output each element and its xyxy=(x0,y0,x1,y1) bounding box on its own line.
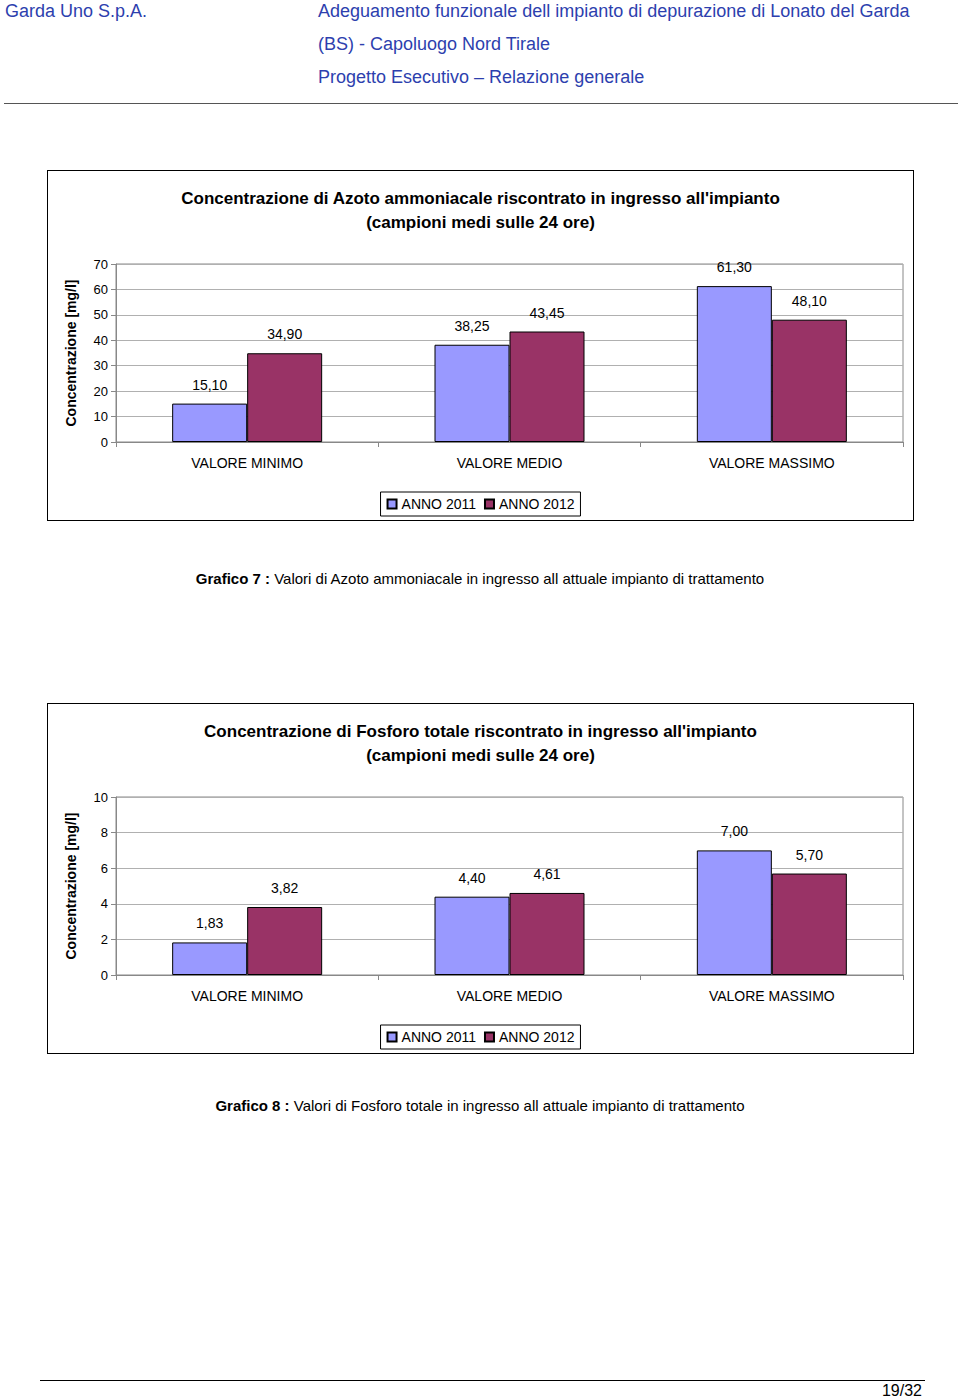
html-text:Adeguamento funzionale dell im: Adeguamento funzionale dell impianto di … xyxy=(318,1,910,21)
svg-text:ANNO 2012: ANNO 2012 xyxy=(499,1029,575,1045)
svg-text:50: 50 xyxy=(94,307,108,322)
svg-text:3,82: 3,82 xyxy=(271,880,298,896)
html-text:(BS) - Capoluogo Nord Tirale: (BS) - Capoluogo Nord Tirale xyxy=(318,34,551,54)
html-text:Progetto Esecutivo – Relazione: Progetto Esecutivo – Relazione generale xyxy=(318,67,645,87)
svg-text:Concentrazione [mg/l]: Concentrazione [mg/l] xyxy=(63,279,79,426)
svg-text:8: 8 xyxy=(101,825,108,840)
svg-text:VALORE MEDIO: VALORE MEDIO xyxy=(457,455,563,471)
svg-text:Concentrazione di Fosforo tota: Concentrazione di Fosforo totale riscont… xyxy=(204,722,757,741)
svg-text:48,10: 48,10 xyxy=(792,293,827,309)
svg-text:40: 40 xyxy=(94,333,108,348)
svg-text:5,70: 5,70 xyxy=(796,847,823,863)
svg-text:10: 10 xyxy=(94,790,108,805)
svg-text:VALORE MINIMO: VALORE MINIMO xyxy=(191,988,303,1004)
svg-text:61,30: 61,30 xyxy=(717,259,752,275)
svg-text:6: 6 xyxy=(101,861,108,876)
svg-text:4,40: 4,40 xyxy=(458,870,485,886)
svg-text:43,45: 43,45 xyxy=(529,305,564,321)
svg-text:0: 0 xyxy=(101,435,108,450)
svg-text:Concentrazione [mg/l]: Concentrazione [mg/l] xyxy=(63,812,79,959)
html-text:Grafico 7 : Valori di Azoto am: Grafico 7 : Valori di Azoto ammoniacale … xyxy=(195,570,765,587)
html-text:Grafico 8 : Valori di Fosforo: Grafico 8 : Valori di Fosforo totale in … xyxy=(215,1097,745,1114)
svg-text:70: 70 xyxy=(94,257,108,272)
svg-text:60: 60 xyxy=(94,282,108,297)
svg-text:Concentrazione di Azoto ammoni: Concentrazione di Azoto ammoniacale risc… xyxy=(181,189,780,208)
svg-text:0: 0 xyxy=(101,968,108,983)
svg-text:30: 30 xyxy=(94,358,108,373)
svg-text:4,61: 4,61 xyxy=(533,866,560,882)
html-text:Garda Uno S.p.A.: Garda Uno S.p.A. xyxy=(5,1,148,21)
svg-text:34,90: 34,90 xyxy=(267,326,302,342)
svg-text:VALORE MEDIO: VALORE MEDIO xyxy=(457,988,563,1004)
svg-text:7,00: 7,00 xyxy=(721,823,748,839)
svg-text:VALORE MASSIMO: VALORE MASSIMO xyxy=(709,455,835,471)
svg-text:4: 4 xyxy=(101,896,108,911)
html-text:19/32: 19/32 xyxy=(882,1382,922,1399)
svg-text:10: 10 xyxy=(94,409,108,424)
svg-text:(campioni medi sulle 24 ore): (campioni medi sulle 24 ore) xyxy=(366,746,595,765)
svg-text:ANNO 2011: ANNO 2011 xyxy=(402,496,477,512)
svg-text:ANNO 2011: ANNO 2011 xyxy=(402,1029,477,1045)
svg-text:2: 2 xyxy=(101,932,108,947)
svg-text:20: 20 xyxy=(94,384,108,399)
svg-text:VALORE MASSIMO: VALORE MASSIMO xyxy=(709,988,835,1004)
svg-text:VALORE MINIMO: VALORE MINIMO xyxy=(191,455,303,471)
svg-text:ANNO 2012: ANNO 2012 xyxy=(499,496,575,512)
svg-text:1,83: 1,83 xyxy=(196,915,223,931)
svg-text:(campioni medi sulle 24 ore): (campioni medi sulle 24 ore) xyxy=(366,213,595,232)
svg-text:38,25: 38,25 xyxy=(454,318,489,334)
svg-text:15,10: 15,10 xyxy=(192,377,227,393)
